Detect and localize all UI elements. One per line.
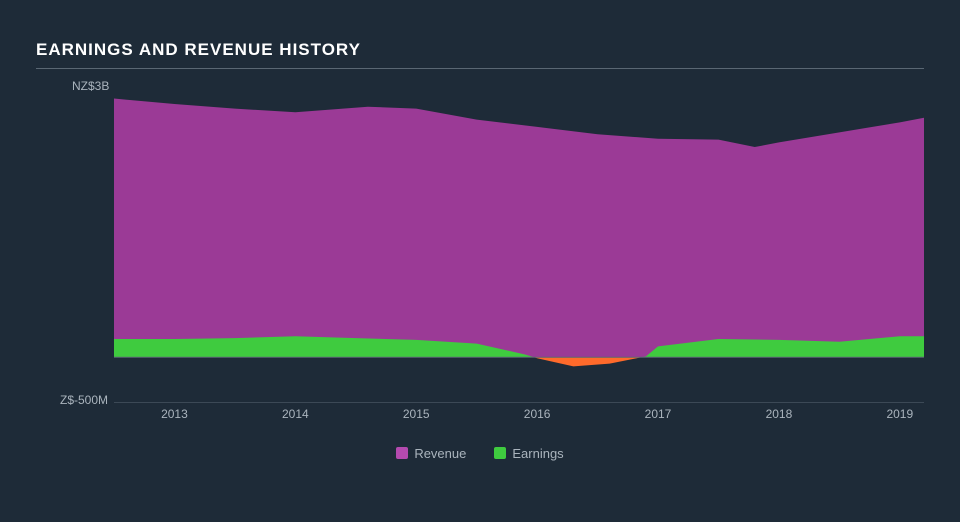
y-label-top: NZ$3B bbox=[72, 79, 109, 93]
legend-label: Revenue bbox=[414, 446, 466, 461]
title-rule bbox=[36, 68, 924, 69]
legend-swatch bbox=[396, 447, 408, 459]
x-tick-label: 2013 bbox=[161, 407, 188, 421]
x-tick-label: 2017 bbox=[645, 407, 672, 421]
legend-swatch bbox=[494, 447, 506, 459]
x-tick-label: 2014 bbox=[282, 407, 309, 421]
revenue-area bbox=[114, 99, 924, 358]
x-tick-label: 2016 bbox=[524, 407, 551, 421]
legend: Revenue Earnings bbox=[36, 445, 924, 463]
y-label-bottom: Z$-500M bbox=[60, 393, 108, 407]
x-tick-label: 2019 bbox=[886, 407, 913, 421]
area-chart-svg bbox=[114, 83, 924, 403]
legend-label: Earnings bbox=[512, 446, 563, 461]
x-tick-label: 2015 bbox=[403, 407, 430, 421]
plot-area bbox=[114, 83, 924, 403]
chart-title: EARNINGS AND REVENUE HISTORY bbox=[36, 40, 924, 60]
legend-item: Revenue bbox=[396, 446, 466, 461]
x-axis: 2013 2014 2015 2016 2017 2018 2019 bbox=[114, 403, 924, 423]
legend-item: Earnings bbox=[494, 446, 563, 461]
chart-container: NZ$3B Z$-500M 20132014201520162017201820… bbox=[36, 83, 924, 463]
x-tick-label: 2018 bbox=[766, 407, 793, 421]
earnings-area-negative bbox=[534, 357, 641, 366]
